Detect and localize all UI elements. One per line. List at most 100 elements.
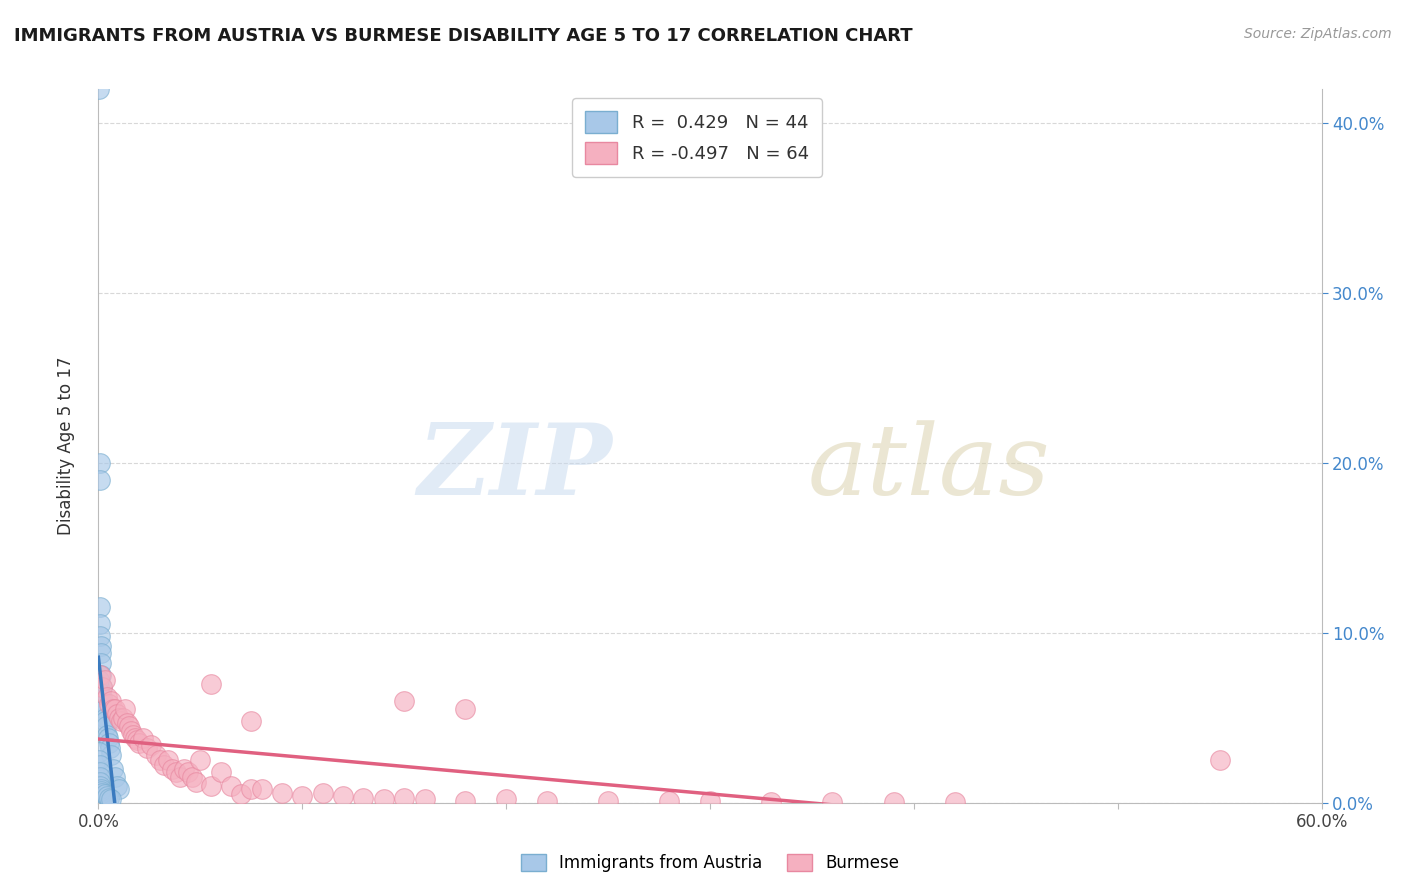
Point — [118, 719, 141, 733]
Point — [392, 694, 416, 708]
Text: IMMIGRANTS FROM AUSTRIA VS BURMESE DISABILITY AGE 5 TO 17 CORRELATION CHART: IMMIGRANTS FROM AUSTRIA VS BURMESE DISAB… — [14, 27, 912, 45]
Point — [177, 765, 200, 780]
Point — [352, 790, 374, 805]
Point — [94, 719, 117, 733]
Point — [136, 741, 159, 756]
Point — [100, 694, 122, 708]
Point — [209, 765, 232, 780]
Point — [413, 792, 436, 806]
Point — [89, 753, 111, 767]
Point — [89, 617, 111, 632]
Point — [200, 779, 222, 793]
Point — [821, 795, 844, 809]
Point — [96, 789, 118, 803]
Point — [169, 770, 191, 784]
Point — [536, 794, 558, 808]
Point — [89, 629, 111, 643]
Point — [91, 698, 114, 712]
Point — [97, 698, 120, 712]
Point — [89, 456, 111, 470]
Point — [89, 82, 111, 96]
Point — [100, 748, 122, 763]
Point — [90, 784, 112, 798]
Point — [114, 702, 136, 716]
Point — [108, 711, 131, 725]
Point — [89, 775, 111, 789]
Point — [89, 473, 111, 487]
Point — [90, 782, 112, 797]
Point — [94, 714, 117, 729]
Point — [699, 794, 721, 808]
Point — [122, 728, 145, 742]
Point — [598, 794, 620, 808]
Point — [90, 668, 112, 682]
Point — [141, 738, 163, 752]
Point — [124, 731, 146, 746]
Point — [104, 770, 127, 784]
Point — [312, 786, 335, 800]
Point — [90, 640, 112, 654]
Point — [89, 770, 111, 784]
Point — [188, 753, 212, 767]
Point — [104, 702, 127, 716]
Point — [219, 779, 242, 793]
Point — [373, 792, 395, 806]
Point — [181, 770, 204, 784]
Legend: Immigrants from Austria, Burmese: Immigrants from Austria, Burmese — [512, 846, 908, 880]
Point — [91, 694, 114, 708]
Point — [128, 736, 150, 750]
Text: ZIP: ZIP — [418, 419, 612, 516]
Point — [89, 685, 111, 699]
Text: Source: ZipAtlas.com: Source: ZipAtlas.com — [1244, 27, 1392, 41]
Point — [1209, 753, 1232, 767]
Point — [127, 733, 149, 747]
Point — [392, 790, 416, 805]
Point — [186, 775, 208, 789]
Point — [91, 690, 114, 705]
Point — [145, 748, 167, 763]
Point — [173, 762, 195, 776]
Point — [89, 758, 111, 772]
Point — [98, 741, 121, 756]
Point — [240, 782, 263, 797]
Point — [91, 680, 114, 694]
Point — [105, 707, 128, 722]
Text: atlas: atlas — [808, 420, 1050, 515]
Point — [200, 677, 222, 691]
Point — [495, 792, 517, 806]
Point — [90, 657, 112, 671]
Y-axis label: Disability Age 5 to 17: Disability Age 5 to 17 — [56, 357, 75, 535]
Point — [658, 794, 681, 808]
Point — [883, 795, 905, 809]
Point — [943, 796, 966, 810]
Point — [89, 779, 111, 793]
Point — [156, 753, 179, 767]
Point — [291, 789, 314, 803]
Point — [120, 724, 142, 739]
Point — [87, 680, 110, 694]
Point — [105, 779, 128, 793]
Point — [149, 753, 172, 767]
Point — [250, 782, 273, 797]
Point — [152, 758, 174, 772]
Point — [89, 765, 111, 780]
Point — [100, 792, 122, 806]
Point — [93, 711, 115, 725]
Point — [454, 794, 477, 808]
Point — [93, 787, 115, 801]
Point — [91, 786, 114, 800]
Point — [101, 762, 124, 776]
Point — [96, 728, 118, 742]
Point — [111, 711, 134, 725]
Point — [132, 731, 155, 746]
Point — [97, 731, 120, 746]
Point — [93, 673, 115, 688]
Point — [332, 789, 354, 803]
Point — [101, 702, 124, 716]
Point — [115, 715, 138, 730]
Point — [454, 702, 477, 716]
Point — [231, 787, 253, 801]
Point — [270, 786, 294, 800]
Point — [240, 714, 263, 729]
Point — [160, 762, 183, 776]
